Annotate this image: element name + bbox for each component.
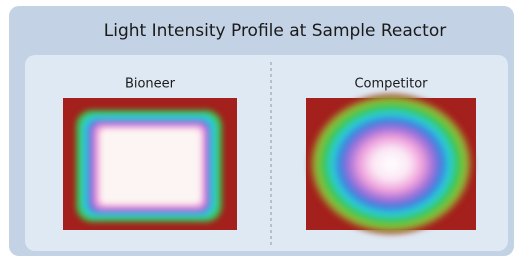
heatmap-bioneer: [63, 98, 237, 230]
panel-label: Bioneer: [125, 77, 176, 92]
figure: Light Intensity Profile at Sample Reacto…: [0, 0, 518, 260]
panel-label: Competitor: [354, 77, 428, 92]
heatmap-competitor: [306, 94, 476, 234]
title: Light Intensity Profile at Sample Reacto…: [104, 21, 446, 41]
